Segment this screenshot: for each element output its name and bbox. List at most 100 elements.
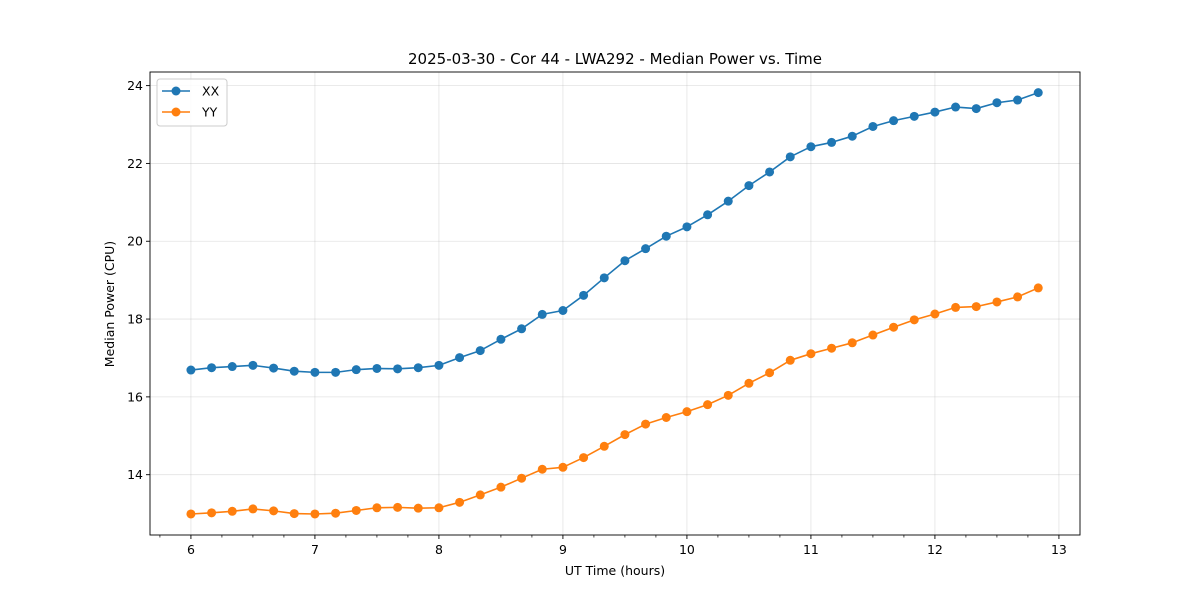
data-point-yy (496, 482, 506, 492)
data-point-xx (765, 167, 775, 177)
x-tick-label: 11 (803, 542, 819, 557)
legend-marker-yy (171, 107, 181, 117)
data-point-yy (599, 441, 609, 451)
grid (150, 72, 1080, 535)
legend-label-yy: YY (201, 105, 218, 120)
x-tick-label: 8 (435, 542, 443, 557)
x-tick-label: 6 (187, 542, 195, 557)
data-point-yy (579, 453, 589, 463)
data-point-yy (827, 343, 837, 353)
x-axis-label: UT Time (hours) (565, 563, 665, 578)
data-point-yy (227, 506, 237, 516)
data-point-yy (951, 302, 961, 312)
data-point-yy (992, 297, 1002, 307)
legend-entry-xx: XX (162, 84, 220, 99)
y-tick-label: 24 (127, 78, 143, 93)
data-point-xx (413, 363, 423, 373)
data-point-yy (310, 509, 320, 519)
data-point-xx (599, 273, 609, 283)
y-tick-label: 14 (127, 467, 143, 482)
data-point-yy (765, 368, 775, 378)
data-point-yy (558, 462, 568, 472)
data-point-yy (537, 464, 547, 474)
data-point-xx (641, 244, 651, 254)
y-tick-label: 18 (127, 312, 143, 327)
x-tick-label: 7 (311, 542, 319, 557)
data-point-xx (186, 365, 196, 375)
data-point-yy (930, 309, 940, 319)
data-point-xx (992, 98, 1002, 108)
data-point-yy (372, 503, 382, 513)
data-point-yy (785, 355, 795, 365)
data-point-yy (289, 509, 299, 519)
y-axis: 14 16 18 20 22 24 (127, 78, 150, 482)
data-point-xx (517, 324, 527, 334)
data-point-yy (517, 473, 527, 483)
data-point-yy (868, 330, 878, 340)
data-point-xx (393, 364, 403, 374)
data-point-xx (703, 210, 713, 220)
data-point-xx (682, 222, 692, 232)
data-point-xx (434, 360, 444, 370)
data-point-yy (393, 502, 403, 512)
x-axis: 6 7 8 9 10 11 12 13 (159, 535, 1067, 557)
data-point-xx (951, 102, 961, 112)
data-point-xx (207, 363, 217, 373)
data-point-yy (703, 400, 713, 410)
data-point-xx (971, 104, 981, 114)
data-point-xx (847, 131, 857, 141)
chart-title: 2025-03-30 - Cor 44 - LWA292 - Median Po… (408, 50, 822, 68)
data-point-yy (434, 503, 444, 513)
y-tick-label: 16 (127, 389, 143, 404)
data-point-yy (847, 338, 857, 348)
data-point-xx (496, 334, 506, 344)
legend-entry-yy: YY (162, 105, 218, 120)
data-point-xx (723, 196, 733, 206)
data-point-yy (909, 315, 919, 325)
data-point-yy (186, 509, 196, 519)
legend-marker-xx (171, 86, 181, 96)
y-tick-label: 20 (127, 234, 143, 249)
plot-frame (149, 71, 1081, 536)
data-point-xx (889, 116, 899, 126)
data-point-xx (579, 290, 589, 300)
data-point-yy (682, 407, 692, 417)
data-point-xx (620, 256, 630, 266)
y-tick-label: 22 (127, 156, 143, 171)
data-point-xx (827, 137, 837, 147)
data-point-xx (909, 111, 919, 121)
data-point-yy (475, 490, 485, 500)
data-point-yy (455, 497, 465, 507)
data-point-yy (620, 430, 630, 440)
data-point-xx (455, 353, 465, 363)
data-point-yy (269, 506, 279, 516)
data-point-xx (1033, 88, 1043, 98)
data-point-xx (269, 363, 279, 373)
legend-label-xx: XX (202, 84, 220, 99)
x-tick-label: 13 (1051, 542, 1067, 557)
data-point-yy (1033, 283, 1043, 293)
data-point-xx (289, 366, 299, 376)
data-point-xx (785, 152, 795, 162)
data-point-xx (475, 346, 485, 356)
data-point-xx (248, 360, 258, 370)
data-point-yy (661, 412, 671, 422)
y-axis-label: Median Power (CPU) (102, 241, 117, 367)
data-point-yy (889, 322, 899, 332)
data-point-xx (372, 363, 382, 373)
series-layer (186, 88, 1043, 519)
data-point-yy (641, 419, 651, 429)
data-point-xx (558, 306, 568, 316)
x-tick-label: 9 (559, 542, 567, 557)
data-point-xx (661, 231, 671, 241)
data-point-yy (351, 505, 361, 515)
data-point-yy (1013, 292, 1023, 302)
data-point-xx (1013, 95, 1023, 105)
data-point-yy (248, 504, 258, 514)
legend: XX YY (156, 78, 228, 127)
data-point-yy (331, 508, 341, 518)
data-point-yy (207, 508, 217, 518)
data-point-xx (806, 142, 816, 152)
x-tick-label: 10 (679, 542, 695, 557)
